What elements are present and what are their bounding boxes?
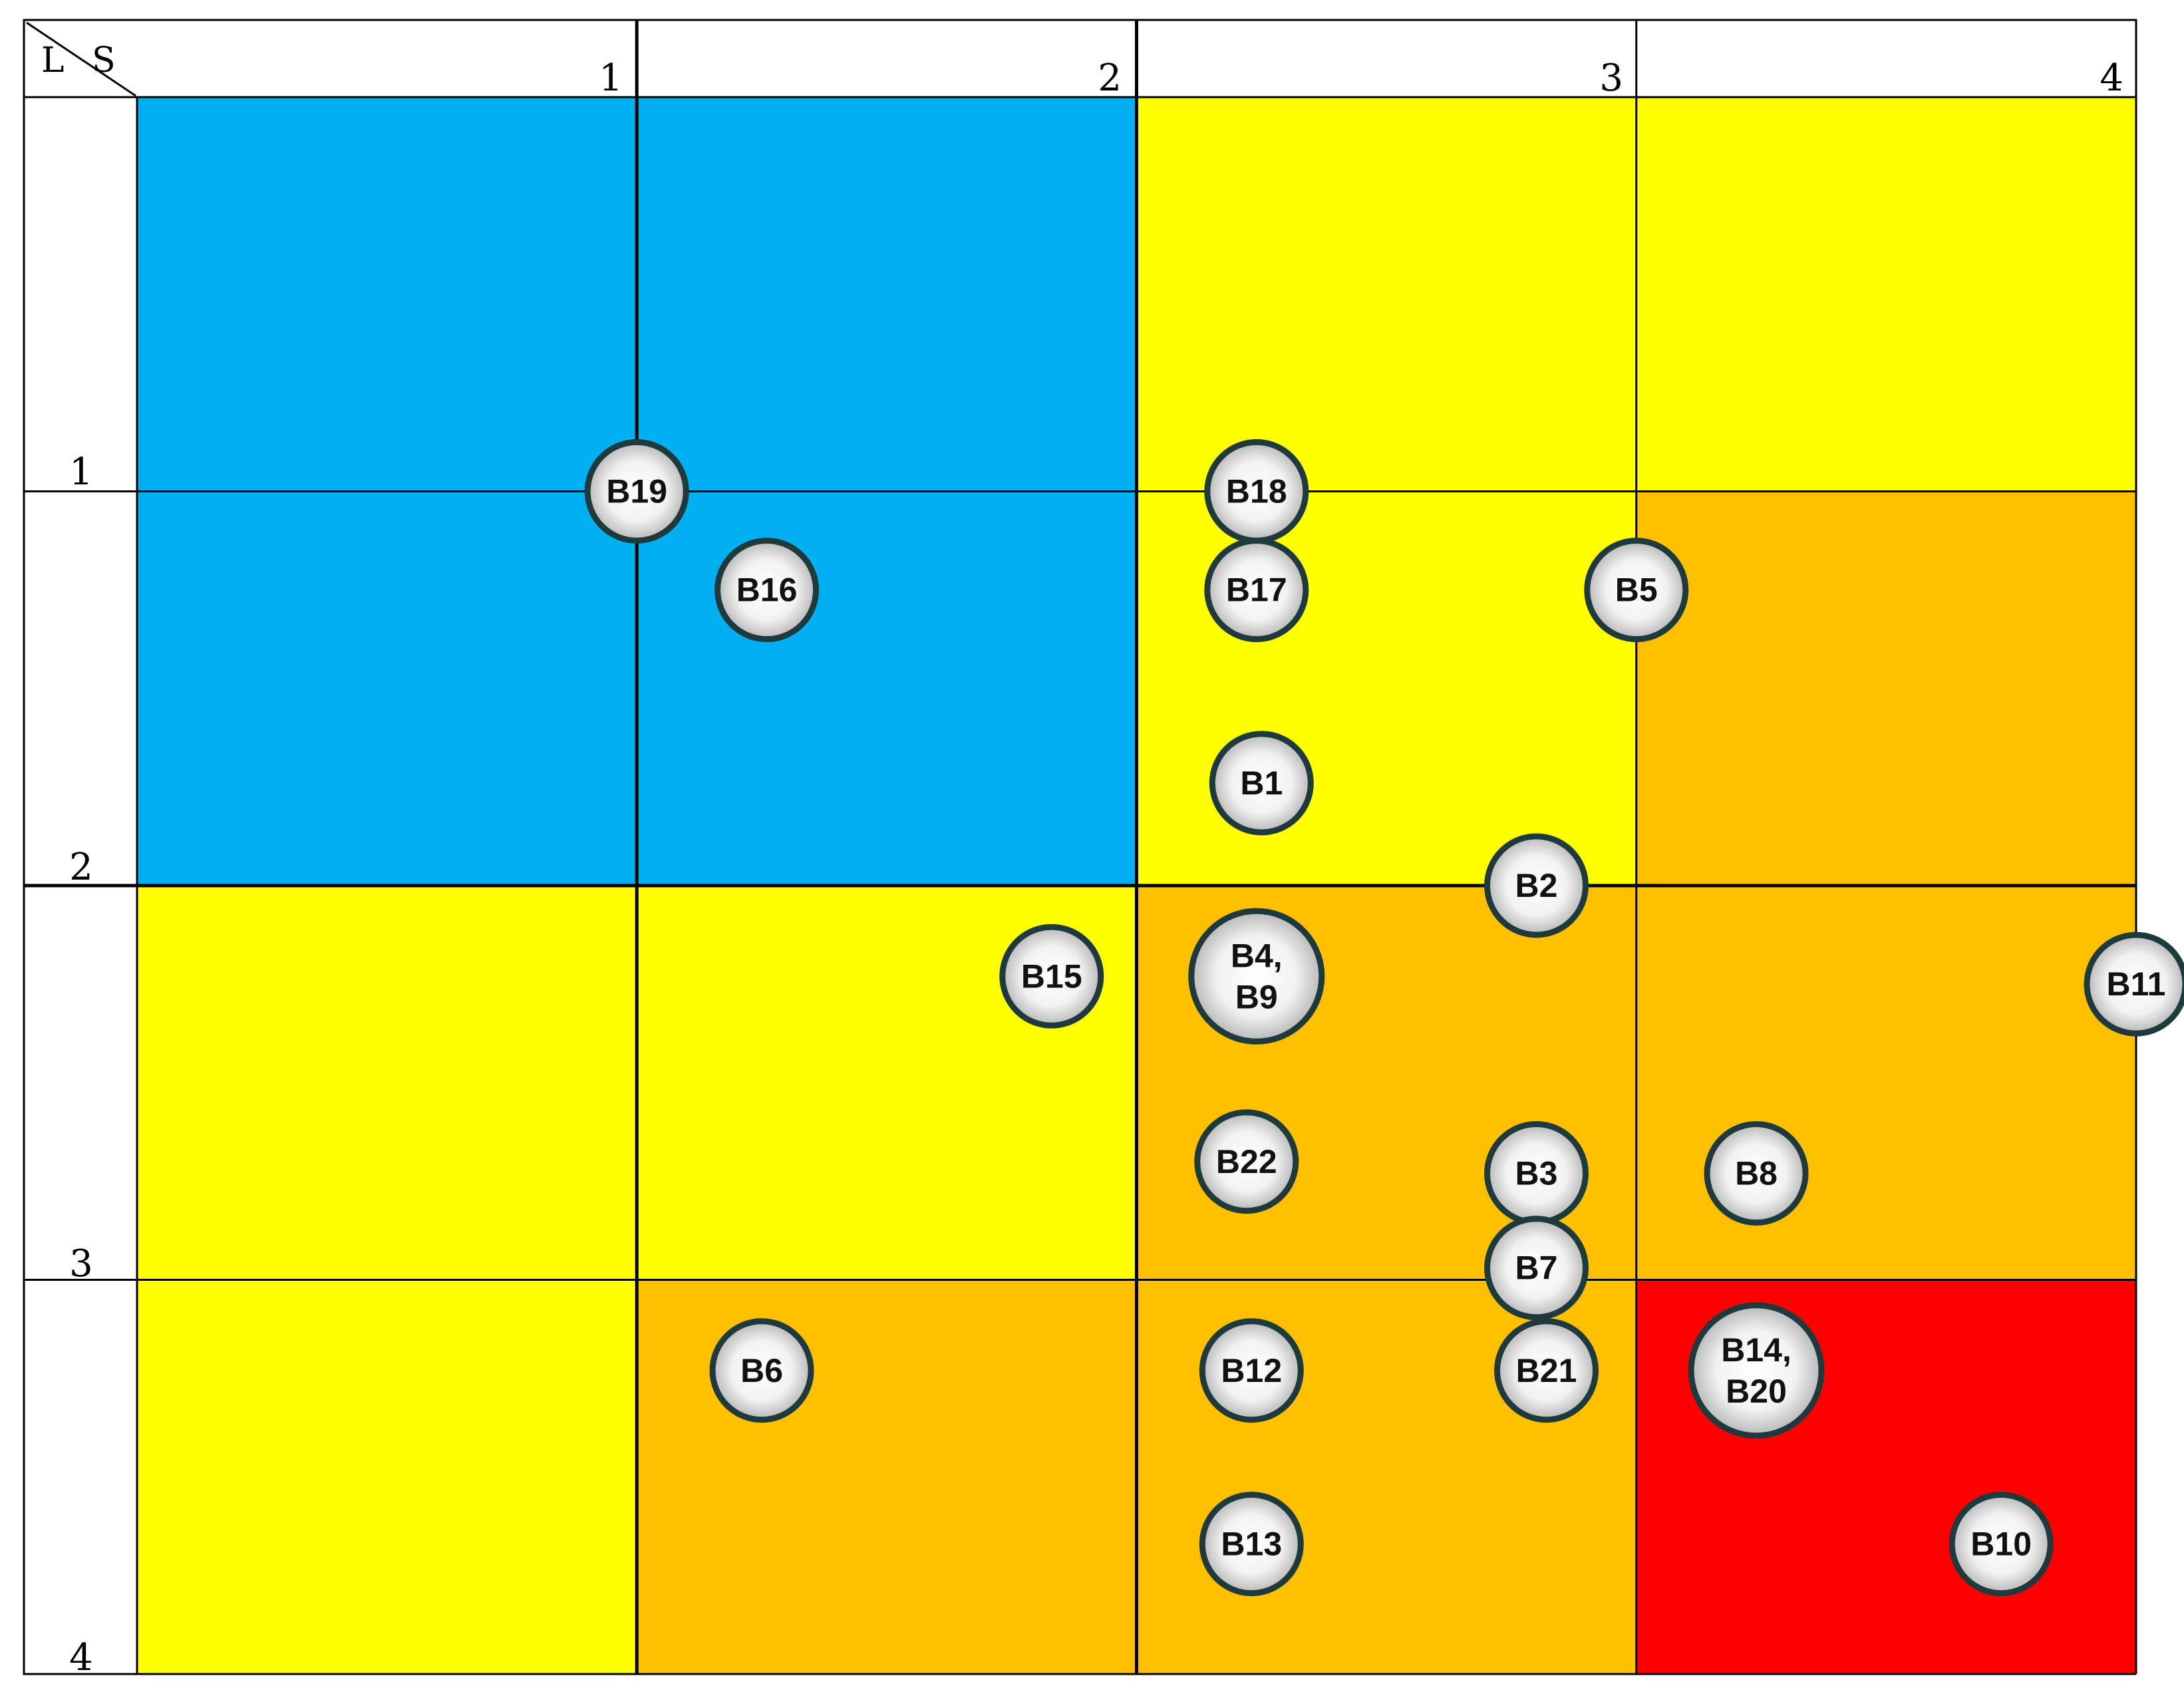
bubble-label: B22	[1216, 1143, 1277, 1180]
bubble-label: B5	[1615, 572, 1658, 609]
corner-diagonal	[26, 21, 136, 97]
y-axis-ticks: 1 2 3 4	[69, 450, 93, 1679]
risk-bubble-b17: B17	[1204, 538, 1309, 643]
risk-bubble-b4b9: B4,B9	[1188, 908, 1325, 1045]
risk-bubble-b10: B10	[1949, 1491, 2054, 1596]
bubble-circle	[709, 1318, 814, 1423]
bubble-label: B4,	[1231, 937, 1283, 974]
x-tick-2: 2	[1098, 57, 1122, 100]
bubble-circle	[1949, 1491, 2054, 1596]
risk-bubble-b12: B12	[1199, 1318, 1304, 1423]
x-axis-ticks: 1 2 3 4	[599, 57, 2123, 100]
cell-r1-c4	[1636, 97, 2136, 492]
cell-r4-c1	[137, 1279, 637, 1674]
bubble-label: B9	[1235, 978, 1278, 1015]
bubble-circle	[1484, 833, 1589, 938]
bubble-circle	[1584, 538, 1689, 643]
risk-bubble-b16: B16	[714, 538, 820, 643]
x-tick-1: 1	[599, 57, 623, 100]
bubble-label: B10	[1970, 1525, 2032, 1562]
bubble-label: B20	[1726, 1373, 1787, 1410]
bubble-label: B1	[1240, 764, 1283, 802]
risk-bubble-b2: B2	[1484, 833, 1589, 938]
y-tick-2: 2	[69, 846, 93, 889]
bubble-label: B12	[1221, 1352, 1282, 1389]
bubble-circle	[1688, 1302, 1825, 1439]
corner-label-l: L	[41, 41, 65, 81]
bubble-circle	[584, 439, 689, 544]
header-row-background	[23, 19, 2137, 98]
bubble-circle	[1199, 1491, 1304, 1596]
bubble-label: B16	[736, 572, 798, 609]
cell-r1-c2	[637, 97, 1137, 492]
bubble-circle	[1209, 731, 1314, 836]
bubble-circle	[1194, 1109, 1299, 1214]
bubble-circle	[999, 924, 1104, 1029]
risk-bubble-b13: B13	[1199, 1491, 1304, 1596]
cell-r2-c1	[137, 491, 637, 886]
risk-bubble-b22: B22	[1194, 1109, 1299, 1214]
cell-r2-c2	[637, 491, 1137, 886]
bubble-label: B11	[2107, 965, 2166, 1003]
risk-bubble-b6: B6	[709, 1318, 814, 1423]
cell-r1-c1	[137, 97, 637, 492]
bubble-circle	[1494, 1318, 1599, 1423]
cell-r1-c3	[1136, 97, 1637, 492]
risk-bubble-b1: B1	[1209, 731, 1314, 836]
risk-bubble-b18: B18	[1204, 439, 1309, 544]
x-tick-4: 4	[2100, 57, 2123, 100]
risk-bubble-b21: B21	[1494, 1318, 1599, 1423]
bubble-label: B7	[1515, 1250, 1558, 1287]
y-tick-3: 3	[69, 1242, 93, 1285]
bubble-label: B8	[1735, 1155, 1778, 1192]
bubble-circle	[1204, 538, 1309, 643]
corner-label-s: S	[92, 41, 116, 81]
y-tick-1: 1	[69, 450, 93, 494]
bubble-label: B6	[740, 1352, 783, 1389]
bubble-label: B15	[1021, 957, 1082, 995]
bubble-circle	[714, 538, 820, 643]
risk-bubble-b8: B8	[1704, 1121, 1809, 1226]
x-tick-3: 3	[1599, 57, 1623, 100]
cell-r4-c2	[637, 1279, 1137, 1674]
bubble-circle	[1704, 1121, 1809, 1226]
bubble-label: B2	[1515, 867, 1558, 904]
bubble-label: B17	[1226, 572, 1287, 609]
bubble-circle	[1484, 1216, 1589, 1321]
bubble-label: B14,	[1721, 1331, 1792, 1369]
matrix-gridlines	[24, 20, 2137, 1675]
bubble-circle	[2084, 931, 2184, 1037]
cell-r3-c1	[137, 886, 637, 1280]
bubble-label: B19	[606, 473, 667, 510]
bubble-circle	[1199, 1318, 1304, 1423]
risk-bubble-b3: B3	[1484, 1121, 1589, 1226]
bubble-label: B13	[1221, 1525, 1282, 1562]
risk-bubble-b15: B15	[999, 924, 1104, 1029]
bubble-label: B18	[1226, 473, 1287, 510]
cell-r2-c4	[1636, 491, 2136, 886]
risk-bubble-b11: B11	[2084, 931, 2184, 1037]
cell-r2-c3	[1136, 491, 1637, 886]
bubble-circle	[1188, 908, 1325, 1045]
corner-cell: L S	[26, 21, 136, 97]
risk-bubble-b19: B19	[584, 439, 689, 544]
risk-bubble-b7: B7	[1484, 1216, 1589, 1321]
risk-bubble-b14b20: B14, B20	[1688, 1302, 1825, 1439]
y-tick-4: 4	[69, 1636, 93, 1679]
cell-r3-c4	[1636, 886, 2136, 1280]
risk-bubble-b5: B5	[1584, 538, 1689, 643]
bubble-label: B3	[1515, 1155, 1558, 1192]
bubble-label: B21	[1516, 1352, 1577, 1389]
